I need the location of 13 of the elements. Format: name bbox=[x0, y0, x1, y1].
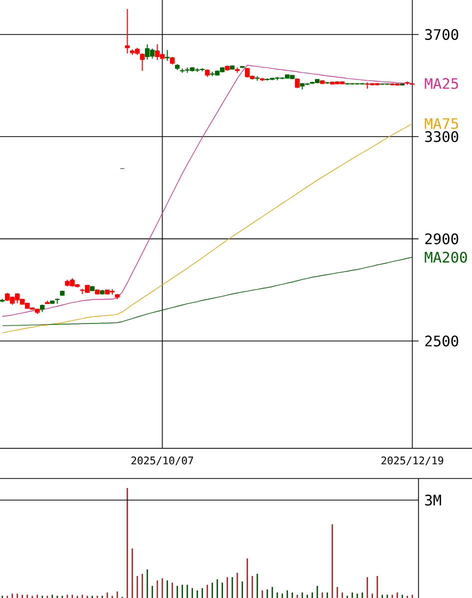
x-tick-label: 2025/12/19 bbox=[381, 456, 444, 466]
y-tick-label: 2500 bbox=[425, 336, 458, 346]
x-tick-label: 2025/10/07 bbox=[131, 456, 194, 466]
series-label: MA200 bbox=[424, 252, 467, 263]
y-tick-label: 3700 bbox=[425, 28, 458, 40]
candlestick bbox=[165, 50, 170, 62]
ref-line-label: 3M bbox=[425, 494, 442, 506]
y-tick-label: 2900 bbox=[425, 233, 458, 244]
y-tick-label: 3300 bbox=[425, 131, 458, 142]
candlestick bbox=[140, 52, 145, 72]
series-label: MA25 bbox=[424, 78, 458, 90]
series-label: MA75 bbox=[424, 118, 458, 130]
candlestick bbox=[125, 8, 130, 54]
